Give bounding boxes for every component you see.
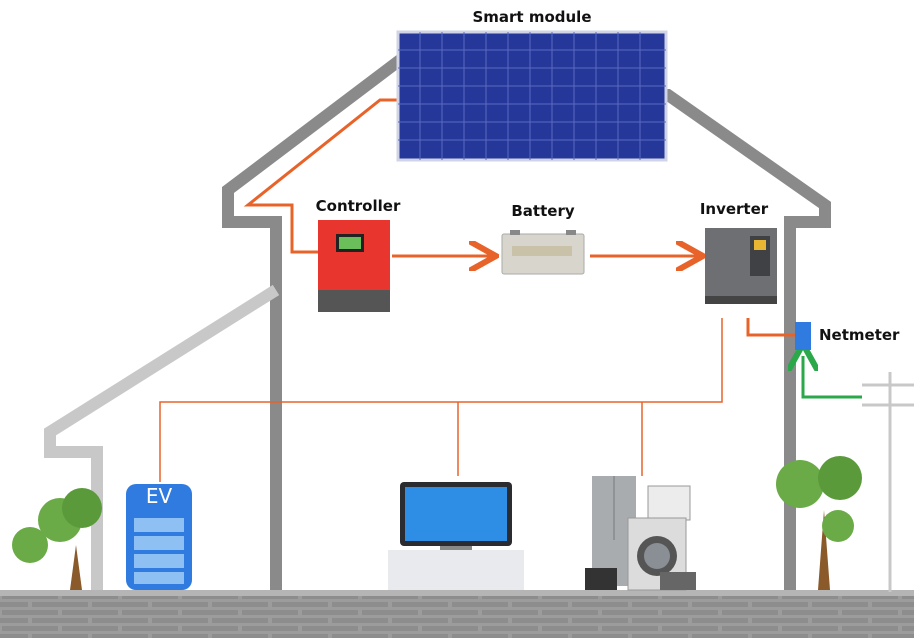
ground xyxy=(0,592,914,638)
utility-pole xyxy=(862,372,914,592)
netmeter xyxy=(795,322,811,350)
solar-diagram: Smart module Controller Battery Inverter… xyxy=(0,0,914,638)
inverter xyxy=(705,228,777,304)
tree-left xyxy=(12,488,102,590)
label: Netmeter xyxy=(819,326,900,344)
label: Inverter xyxy=(700,200,769,218)
tv xyxy=(388,482,524,590)
label: Battery xyxy=(511,202,574,220)
distribution-wires xyxy=(160,318,722,482)
grid-wire xyxy=(803,356,862,397)
ground-top xyxy=(0,590,914,596)
appliances xyxy=(585,476,696,590)
label: Smart module xyxy=(472,8,591,26)
battery xyxy=(502,230,584,274)
label: EV xyxy=(146,484,173,508)
solar-panel xyxy=(398,32,666,160)
controller xyxy=(318,220,390,312)
label: Controller xyxy=(316,197,401,215)
